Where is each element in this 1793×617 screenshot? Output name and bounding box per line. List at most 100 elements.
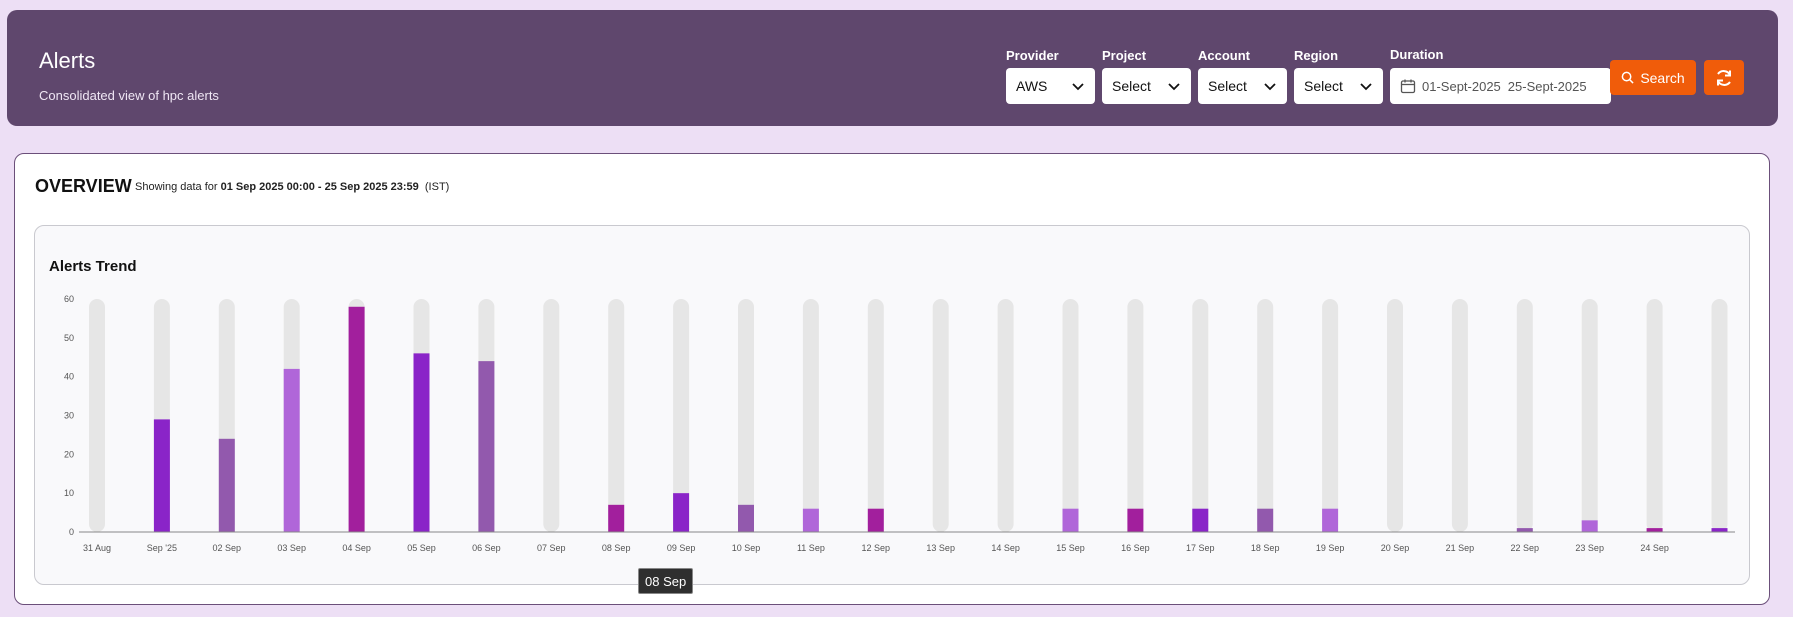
bar-track [867,299,884,532]
x-tick-label: 17 Sep [1186,543,1215,553]
bar-track [608,299,625,532]
duration-start: 01-Sept-2025 [1422,78,1501,94]
bar [738,504,754,532]
region-label: Region [1294,48,1339,63]
provider-filter: Provider AWS [1006,48,1095,104]
provider-select[interactable]: AWS [1006,68,1095,104]
bar-track [1516,299,1533,532]
alerts-trend-card: Alerts Trend 0 10 20 30 40 50 60 31 Aug Sep '25 0… [34,225,1750,585]
bar-track [673,299,690,532]
x-tick-label: 24 Sep [1640,543,1669,553]
search-icon [1621,71,1634,84]
bar-track [543,299,560,532]
bar [1322,508,1339,532]
x-tick-label: 13 Sep [926,543,955,553]
x-tick-label: Sep '25 [147,543,177,553]
overview-range-value: 01 Sep 2025 00:00 - 25 Sep 2025 23:59 [220,181,419,193]
region-select[interactable]: Select [1294,68,1383,104]
y-tick-label: 60 [64,294,74,304]
bar [1062,508,1079,532]
bar-track [1646,299,1663,532]
chevron-down-icon [1264,83,1276,91]
x-tick-label: 18 Sep [1251,543,1280,553]
x-tick-label: 20 Sep [1381,543,1410,553]
x-tick-label: 07 Sep [537,543,566,553]
bar [673,493,690,532]
chevron-down-icon [1072,83,1084,91]
page-subtitle: Consolidated view of hpc alerts [39,88,219,103]
x-tick-label: 15 Sep [1056,543,1085,553]
provider-value: AWS [1016,78,1048,94]
bar-track [738,299,754,532]
y-tick-label: 50 [64,333,74,343]
bar [1646,528,1663,532]
y-tick-label: 40 [64,372,74,382]
x-tick-label: 16 Sep [1121,543,1150,553]
overview-timezone: (IST) [424,181,450,193]
bar-track [1711,299,1728,532]
duration-label: Duration [1390,47,1444,62]
bar-track [997,299,1014,532]
chevron-down-icon [1168,83,1180,91]
refresh-icon [1717,69,1731,86]
overview-title: OVERVIEW [35,176,132,196]
bar-track [1451,299,1468,532]
account-select[interactable]: Select [1198,68,1287,104]
bar [1711,528,1728,532]
bar [867,508,884,532]
bar [1127,508,1144,532]
bar-track [1257,299,1274,532]
project-value: Select [1112,78,1151,94]
bar-track [1127,299,1144,532]
x-tick-label: 06 Sep [472,543,501,553]
account-filter: Account Select [1198,48,1287,104]
bar-track [1192,299,1209,532]
refresh-button[interactable] [1704,60,1744,95]
bar-track [802,299,819,532]
bar [802,508,819,532]
bar-track [1581,299,1598,532]
region-value: Select [1304,78,1343,94]
x-tick-label: 19 Sep [1316,543,1345,553]
region-filter: Region Select [1294,48,1383,104]
x-tick-label: 31 Aug [83,543,111,553]
bar [1192,508,1209,532]
bar-track [1387,299,1403,532]
y-tick-label: 30 [64,411,74,421]
x-tick-label: 11 Sep [797,543,825,553]
bar [478,361,495,532]
bar [608,504,625,532]
bar [413,353,430,532]
x-tick-label: 08 Sep [602,543,631,553]
bar-track [932,299,949,532]
x-tick-label: 21 Sep [1446,543,1475,553]
overview-panel: OVERVIEW Showing data for 01 Sep 2025 00… [14,153,1770,605]
bar-track [89,299,105,532]
x-tick-label: 04 Sep [342,543,371,553]
y-tick-label: 0 [69,527,74,537]
duration-picker[interactable]: 01-Sept-2025 25-Sept-2025 [1390,68,1611,104]
y-tick-label: 10 [64,488,74,498]
x-tick-label: 14 Sep [991,543,1020,553]
duration-filter: Duration 01-Sept-2025 25-Sept-2025 [1390,47,1611,104]
calendar-icon [1400,79,1416,94]
bar [1581,520,1598,532]
x-tick-label: 02 Sep [213,543,242,553]
x-tick-label: 03 Sep [277,543,306,553]
x-tick-label: 05 Sep [407,543,436,553]
bar-track [1322,299,1339,532]
x-tick-label: 23 Sep [1575,543,1604,553]
search-button[interactable]: Search [1610,60,1696,95]
project-select[interactable]: Select [1102,68,1191,104]
overview-range: Showing data for 01 Sep 2025 00:00 - 25 … [135,181,449,193]
project-label: Project [1102,48,1147,63]
x-tick-label: 10 Sep [732,543,761,553]
project-filter: Project Select [1102,48,1191,104]
bar [153,419,170,532]
y-tick-label: 20 [64,449,74,459]
bar [283,368,300,532]
overview-range-prefix: Showing data for [135,181,218,193]
bar [348,306,365,532]
duration-end: 25-Sept-2025 [1507,78,1587,94]
bar [218,438,235,532]
